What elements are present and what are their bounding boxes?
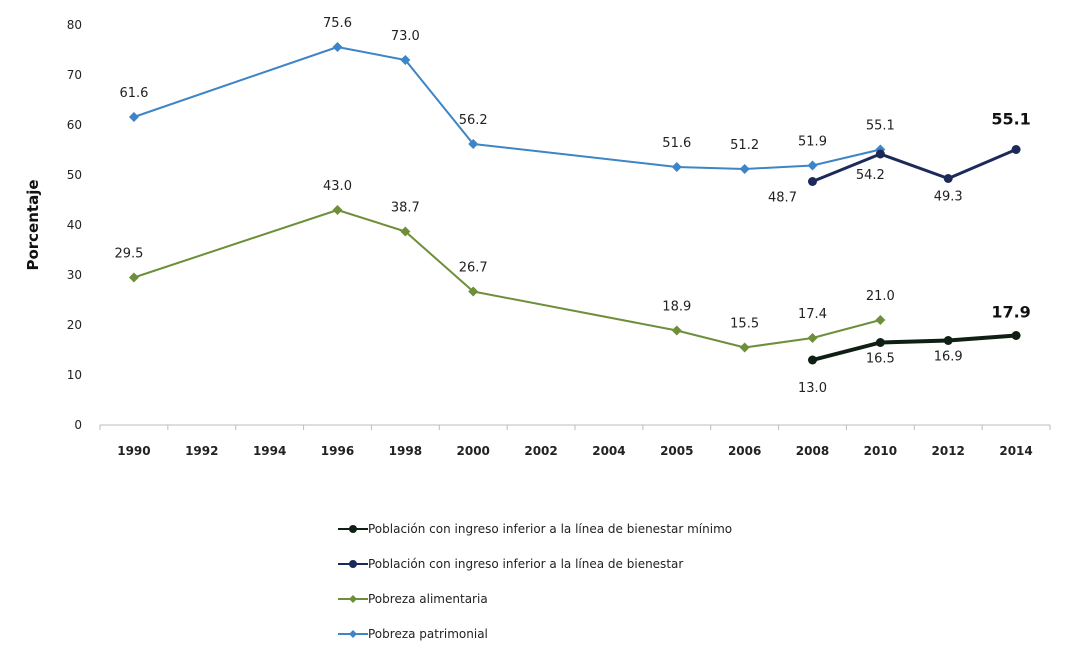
data-point bbox=[875, 149, 885, 159]
data-point bbox=[1011, 331, 1021, 340]
data-point bbox=[128, 112, 139, 122]
y-tick-label: 20 bbox=[67, 318, 82, 332]
data-label: 73.0 bbox=[391, 29, 420, 44]
series-layer bbox=[128, 42, 1021, 365]
legend-marker bbox=[349, 560, 357, 568]
data-label: 55.1 bbox=[866, 119, 895, 134]
data-label: 51.2 bbox=[730, 138, 759, 153]
data-label: 43.0 bbox=[323, 179, 352, 194]
legend: Población con ingreso inferior a la líne… bbox=[338, 522, 732, 641]
y-tick-label: 50 bbox=[67, 168, 82, 182]
series-line bbox=[812, 333, 1017, 362]
data-point bbox=[671, 162, 682, 172]
data-point bbox=[671, 325, 682, 336]
legend-marker bbox=[349, 595, 357, 603]
series-line bbox=[811, 148, 1017, 183]
axes: 0 10 20 30 40 50 60 70 80 1990 1992 1994 1996 1998 200… bbox=[24, 18, 1051, 458]
x-tick-label: 2006 bbox=[728, 444, 761, 458]
data-point bbox=[400, 226, 411, 237]
data-label: 17.9 bbox=[991, 303, 1030, 322]
x-tick-label: 2014 bbox=[999, 444, 1032, 458]
legend-label: Pobreza patrimonial bbox=[368, 627, 488, 641]
legend-entry: Población con ingreso inferior a la líne… bbox=[338, 522, 732, 536]
data-label: 61.6 bbox=[119, 86, 148, 101]
x-tick-label: 2008 bbox=[796, 444, 829, 458]
x-tick-label: 1996 bbox=[321, 444, 354, 458]
data-point bbox=[468, 139, 479, 149]
y-axis-title: Porcentaje bbox=[24, 179, 42, 270]
data-point bbox=[943, 174, 953, 183]
legend-entry: Pobreza alimentaria bbox=[338, 592, 488, 606]
x-tick-label: 2004 bbox=[592, 444, 625, 458]
data-label: 17.4 bbox=[798, 307, 827, 322]
legend-marker bbox=[349, 525, 357, 533]
y-tick-label: 80 bbox=[67, 18, 82, 32]
x-tick-label: 2012 bbox=[932, 444, 965, 458]
y-tick-label: 40 bbox=[67, 218, 82, 232]
data-point bbox=[807, 333, 818, 343]
x-tick-label: 1998 bbox=[389, 444, 422, 458]
data-label: 51.6 bbox=[662, 136, 691, 151]
data-label: 51.9 bbox=[798, 135, 827, 150]
x-tick-label: 2000 bbox=[457, 444, 490, 458]
legend-label: Pobreza alimentaria bbox=[368, 592, 488, 606]
legend-entry: Pobreza patrimonial bbox=[338, 627, 488, 641]
legend-label: Población con ingreso inferior a la líne… bbox=[368, 557, 683, 571]
data-point bbox=[400, 55, 411, 65]
data-point bbox=[943, 336, 953, 345]
legend-label: Población con ingreso inferior a la líne… bbox=[368, 522, 732, 536]
data-point bbox=[808, 177, 817, 186]
legend-marker bbox=[349, 630, 357, 638]
data-point bbox=[739, 164, 750, 174]
y-tick-label: 60 bbox=[67, 118, 82, 132]
data-label: 54.2 bbox=[856, 168, 885, 183]
data-point bbox=[332, 42, 343, 52]
y-tick-label: 70 bbox=[67, 68, 82, 82]
x-tick-label: 1994 bbox=[253, 444, 286, 458]
data-label: 16.5 bbox=[866, 352, 895, 367]
y-tick-label: 30 bbox=[67, 268, 82, 282]
data-label: 49.3 bbox=[934, 190, 963, 205]
x-tick-label: 1992 bbox=[185, 444, 218, 458]
data-label: 75.6 bbox=[323, 16, 352, 31]
data-label: 56.2 bbox=[459, 113, 488, 128]
data-label: 21.0 bbox=[866, 289, 895, 304]
data-point bbox=[332, 205, 343, 215]
data-label: 29.5 bbox=[114, 247, 143, 262]
data-point bbox=[128, 272, 139, 283]
y-tick-label: 10 bbox=[67, 368, 82, 382]
data-label: 38.7 bbox=[391, 201, 420, 216]
x-tick-label: 2005 bbox=[660, 444, 693, 458]
series-line bbox=[133, 46, 881, 170]
data-label: 18.9 bbox=[662, 300, 691, 315]
x-tick-label: 1990 bbox=[117, 444, 150, 458]
data-point bbox=[875, 315, 886, 325]
data-label: 16.9 bbox=[934, 350, 963, 365]
legend-entry: Población con ingreso inferior a la líne… bbox=[338, 557, 683, 571]
data-point bbox=[1011, 145, 1021, 154]
data-label: 48.7 bbox=[768, 191, 797, 206]
series-line bbox=[133, 209, 881, 349]
data-point bbox=[468, 286, 479, 297]
data-labels: 61.6 75.6 73.0 56.2 51.6 51.2 51.9 55.1 29.5 43.0… bbox=[114, 16, 1030, 396]
x-tick-label: 2002 bbox=[524, 444, 557, 458]
data-label: 55.1 bbox=[991, 110, 1030, 129]
y-tick-label: 0 bbox=[74, 418, 82, 432]
data-label: 13.0 bbox=[798, 381, 827, 396]
data-label: 15.5 bbox=[730, 317, 759, 332]
data-label: 26.7 bbox=[459, 261, 488, 276]
x-tick-label: 2010 bbox=[864, 444, 897, 458]
data-point bbox=[808, 355, 817, 365]
data-point bbox=[875, 338, 885, 347]
data-point bbox=[807, 160, 818, 171]
data-point bbox=[739, 342, 750, 353]
